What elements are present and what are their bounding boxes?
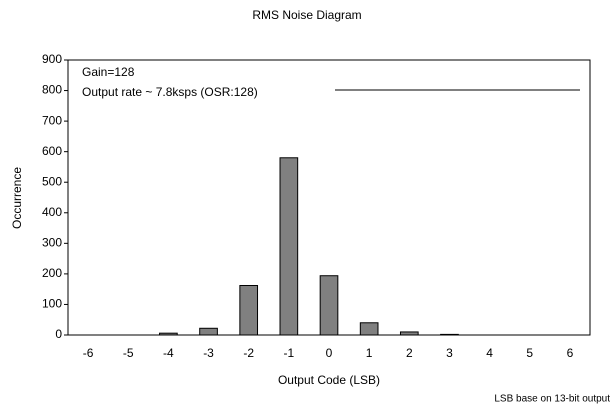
y-tick-label: 300 xyxy=(42,236,62,250)
x-tick-label: -4 xyxy=(163,346,174,360)
y-tick-label: 0 xyxy=(55,327,62,341)
bar xyxy=(399,331,419,336)
bar xyxy=(239,285,259,336)
annotation: Output rate ~ 7.8ksps (OSR:128) xyxy=(82,85,258,99)
y-tick-label: 200 xyxy=(42,266,62,280)
y-tick-label: 600 xyxy=(42,144,62,158)
x-tick-label: -3 xyxy=(203,346,214,360)
x-tick-label: 2 xyxy=(406,346,413,360)
x-tick-label: -5 xyxy=(123,346,134,360)
y-tick-label: 800 xyxy=(42,83,62,97)
y-tick-label: 900 xyxy=(42,52,62,66)
annotation: Gain=128 xyxy=(82,65,135,79)
bar xyxy=(440,333,459,336)
bar xyxy=(199,327,218,336)
x-tick-label: -6 xyxy=(83,346,94,360)
x-tick-label: 1 xyxy=(366,346,373,360)
bar xyxy=(279,157,299,336)
y-tick-label: 700 xyxy=(42,113,62,127)
y-tick-label: 500 xyxy=(42,174,62,188)
y-tick-label: 100 xyxy=(42,297,62,311)
x-tick-label: -1 xyxy=(284,346,295,360)
bar xyxy=(359,322,379,336)
x-tick-label: 5 xyxy=(526,346,533,360)
footnote: LSB base on 13-bit output xyxy=(494,394,610,405)
x-tick-label: -2 xyxy=(243,346,254,360)
x-tick-label: 4 xyxy=(486,346,493,360)
chart-title: RMS Noise Diagram xyxy=(252,8,361,22)
x-tick-label: 6 xyxy=(567,346,574,360)
x-tick-label: 0 xyxy=(326,346,333,360)
bar xyxy=(159,332,178,336)
bar xyxy=(319,275,339,336)
y-axis-label: Occurrence xyxy=(10,167,24,229)
x-axis-label: Output Code (LSB) xyxy=(278,373,380,387)
y-tick-label: 400 xyxy=(42,205,62,219)
x-tick-label: 3 xyxy=(446,346,453,360)
